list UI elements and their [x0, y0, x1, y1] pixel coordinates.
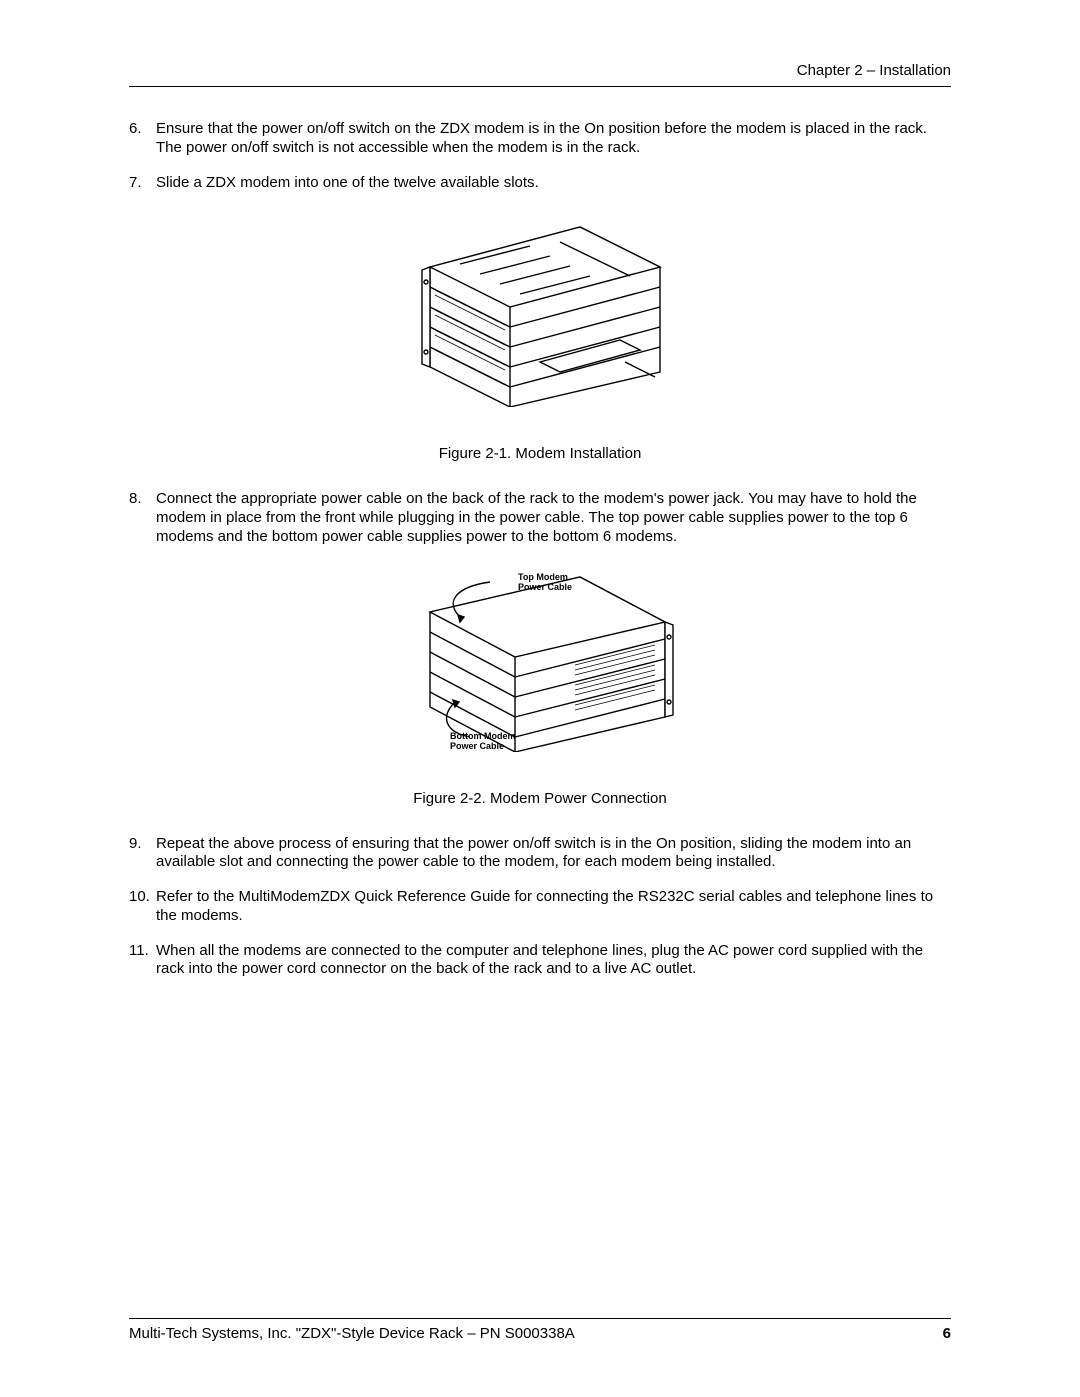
- step-text: Slide a ZDX modem into one of the twelve…: [156, 174, 951, 193]
- figure-2-2: Top Modem Power Cable Bottom Modem Power…: [129, 567, 951, 807]
- step-text: Connect the appropriate power cable on t…: [156, 490, 951, 546]
- instruction-list: 6. Ensure that the power on/off switch o…: [129, 120, 951, 192]
- step-8: 8. Connect the appropriate power cable o…: [129, 490, 951, 546]
- top-cable-label-line1: Top Modem: [518, 572, 568, 582]
- step-10: 10. Refer to the MultiModemZDX Quick Ref…: [129, 888, 951, 926]
- bottom-cable-label-line2: Power Cable: [450, 741, 504, 751]
- bottom-cable-label-line1: Bottom Modem: [450, 731, 516, 741]
- step-9: 9. Repeat the above process of ensuring …: [129, 835, 951, 873]
- page-footer: Multi-Tech Systems, Inc. "ZDX"-Style Dev…: [129, 1318, 951, 1342]
- figure-caption: Figure 2-1. Modem Installation: [129, 445, 951, 462]
- step-number: 9.: [129, 835, 156, 873]
- footer-text: Multi-Tech Systems, Inc. "ZDX"-Style Dev…: [129, 1325, 575, 1342]
- top-cable-label-line2: Power Cable: [518, 582, 572, 592]
- page-body: Chapter 2 – Installation 6. Ensure that …: [0, 0, 1080, 979]
- modem-power-illustration: Top Modem Power Cable Bottom Modem Power…: [400, 567, 680, 752]
- running-header: Chapter 2 – Installation: [129, 62, 951, 87]
- step-11: 11. When all the modems are connected to…: [129, 942, 951, 980]
- step-7: 7. Slide a ZDX modem into one of the twe…: [129, 174, 951, 193]
- instruction-list-cont2: 9. Repeat the above process of ensuring …: [129, 835, 951, 980]
- instruction-list-cont1: 8. Connect the appropriate power cable o…: [129, 490, 951, 546]
- step-number: 6.: [129, 120, 156, 158]
- modem-installation-illustration: [410, 212, 670, 407]
- step-number: 8.: [129, 490, 156, 546]
- step-number: 7.: [129, 174, 156, 193]
- step-number: 11.: [129, 942, 156, 980]
- figure-caption: Figure 2-2. Modem Power Connection: [129, 790, 951, 807]
- step-number: 10.: [129, 888, 156, 926]
- chapter-label: Chapter 2 – Installation: [797, 62, 951, 79]
- step-text: Repeat the above process of ensuring tha…: [156, 835, 951, 873]
- step-text: Ensure that the power on/off switch on t…: [156, 120, 951, 158]
- step-6: 6. Ensure that the power on/off switch o…: [129, 120, 951, 158]
- figure-2-1: Figure 2-1. Modem Installation: [129, 212, 951, 462]
- step-text: Refer to the MultiModemZDX Quick Referen…: [156, 888, 951, 926]
- page-number: 6: [943, 1325, 951, 1342]
- step-text: When all the modems are connected to the…: [156, 942, 951, 980]
